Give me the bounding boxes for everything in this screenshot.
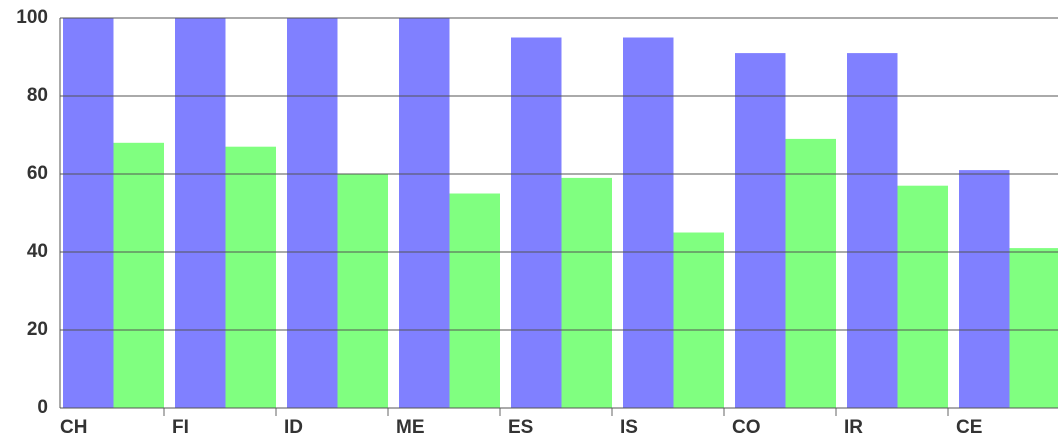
y-tick-label: 20 [27, 319, 48, 340]
y-tick-label: 40 [27, 241, 48, 262]
x-tick-label: ES [508, 417, 533, 438]
bar [785, 138, 836, 408]
bar [175, 18, 226, 408]
bar [399, 18, 450, 408]
x-tick-label: IR [844, 417, 863, 438]
x-tick-label: CO [732, 417, 761, 438]
bar [735, 53, 786, 408]
bar [287, 18, 338, 408]
x-tick-label: FI [172, 417, 189, 438]
bar [561, 177, 612, 408]
x-tick-label: CH [60, 417, 87, 438]
x-tick-label: CE [956, 417, 982, 438]
y-tick-label: 80 [27, 85, 48, 106]
bar [897, 185, 948, 408]
bar [673, 232, 724, 408]
y-tick-label: 0 [37, 397, 48, 418]
bar [449, 193, 500, 408]
bar [847, 53, 898, 408]
bar [337, 174, 388, 408]
bar [225, 146, 276, 408]
bar [63, 18, 114, 408]
x-tick-label: ME [396, 417, 425, 438]
bar [511, 37, 562, 408]
y-tick-label: 100 [16, 7, 48, 28]
bar [1009, 248, 1058, 408]
bar [113, 142, 164, 409]
x-tick-label: IS [620, 417, 638, 438]
x-tick-label: ID [284, 417, 303, 438]
bar [623, 37, 674, 408]
bar [959, 170, 1010, 408]
y-tick-label: 60 [27, 163, 48, 184]
